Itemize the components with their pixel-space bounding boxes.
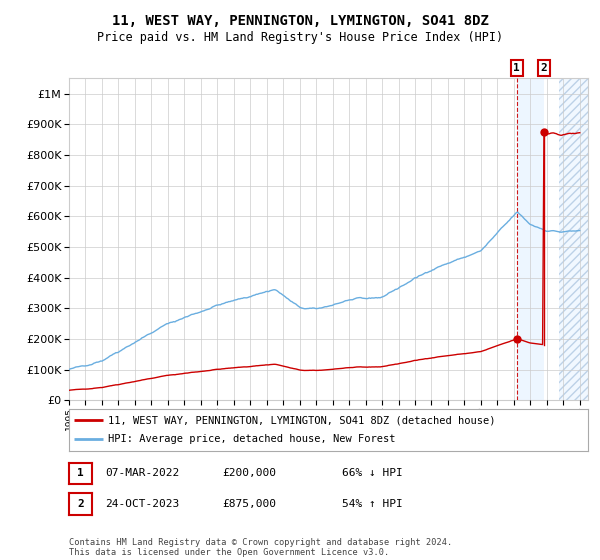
Text: 66% ↓ HPI: 66% ↓ HPI [342,468,403,478]
Text: £875,000: £875,000 [222,499,276,509]
Text: 54% ↑ HPI: 54% ↑ HPI [342,499,403,509]
Text: HPI: Average price, detached house, New Forest: HPI: Average price, detached house, New … [108,435,395,445]
Text: 2: 2 [77,499,84,509]
Text: 24-OCT-2023: 24-OCT-2023 [105,499,179,509]
Text: Price paid vs. HM Land Registry's House Price Index (HPI): Price paid vs. HM Land Registry's House … [97,31,503,44]
Text: 2: 2 [541,63,547,73]
Text: 1: 1 [77,468,84,478]
Text: 1: 1 [514,63,520,73]
Bar [517,78,544,400]
Text: 07-MAR-2022: 07-MAR-2022 [105,468,179,478]
Text: 11, WEST WAY, PENNINGTON, LYMINGTON, SO41 8DZ (detached house): 11, WEST WAY, PENNINGTON, LYMINGTON, SO4… [108,415,496,425]
Text: 11, WEST WAY, PENNINGTON, LYMINGTON, SO41 8DZ: 11, WEST WAY, PENNINGTON, LYMINGTON, SO4… [112,14,488,28]
Bar [559,78,588,400]
Text: £200,000: £200,000 [222,468,276,478]
Text: Contains HM Land Registry data © Crown copyright and database right 2024.
This d: Contains HM Land Registry data © Crown c… [69,538,452,557]
